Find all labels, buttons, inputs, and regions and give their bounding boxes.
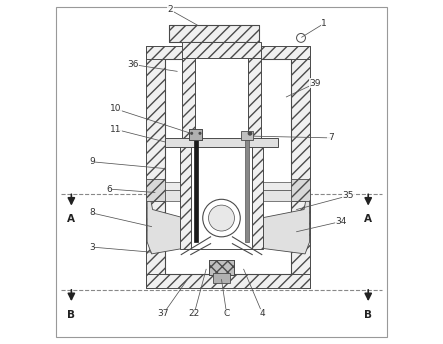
Text: 1: 1: [321, 19, 327, 28]
Text: B: B: [67, 310, 75, 320]
Bar: [214, 273, 229, 283]
Text: 39: 39: [310, 79, 321, 88]
Bar: [194, 138, 198, 242]
Circle shape: [203, 199, 240, 237]
Text: 22: 22: [189, 309, 200, 318]
Polygon shape: [252, 181, 310, 254]
Bar: [182, 42, 261, 58]
Polygon shape: [147, 181, 191, 254]
Circle shape: [296, 33, 305, 42]
Bar: [190, 129, 202, 140]
Text: 3: 3: [89, 243, 95, 251]
Bar: [147, 179, 165, 201]
Text: 35: 35: [342, 191, 354, 201]
Bar: [147, 190, 310, 201]
Bar: [165, 138, 278, 148]
Circle shape: [209, 205, 234, 231]
Bar: [209, 260, 234, 276]
Bar: [169, 25, 259, 42]
Text: 7: 7: [328, 133, 334, 142]
Text: B: B: [364, 310, 372, 320]
Text: 37: 37: [158, 309, 169, 318]
Bar: [248, 58, 261, 147]
Bar: [190, 129, 202, 140]
Text: 2: 2: [167, 6, 173, 14]
Bar: [191, 147, 252, 249]
Bar: [182, 58, 195, 147]
Text: A: A: [364, 214, 372, 224]
Bar: [147, 275, 310, 288]
Text: 6: 6: [106, 185, 112, 194]
Bar: [147, 182, 310, 190]
Text: 9: 9: [89, 157, 95, 166]
Bar: [169, 25, 259, 42]
Bar: [252, 147, 263, 249]
Bar: [180, 147, 191, 249]
Bar: [165, 60, 291, 275]
Text: C: C: [223, 309, 230, 318]
Bar: [209, 260, 234, 276]
Bar: [147, 46, 310, 60]
Bar: [195, 58, 248, 147]
Bar: [291, 179, 310, 201]
Text: 11: 11: [110, 125, 121, 134]
Text: 36: 36: [127, 60, 139, 69]
Text: 34: 34: [335, 217, 346, 226]
Bar: [241, 131, 253, 140]
Text: 4: 4: [260, 309, 265, 318]
Bar: [291, 46, 310, 288]
Bar: [147, 46, 165, 288]
Text: 8: 8: [89, 208, 95, 217]
Bar: [245, 138, 249, 242]
Text: A: A: [67, 214, 75, 224]
Text: 10: 10: [110, 104, 121, 114]
